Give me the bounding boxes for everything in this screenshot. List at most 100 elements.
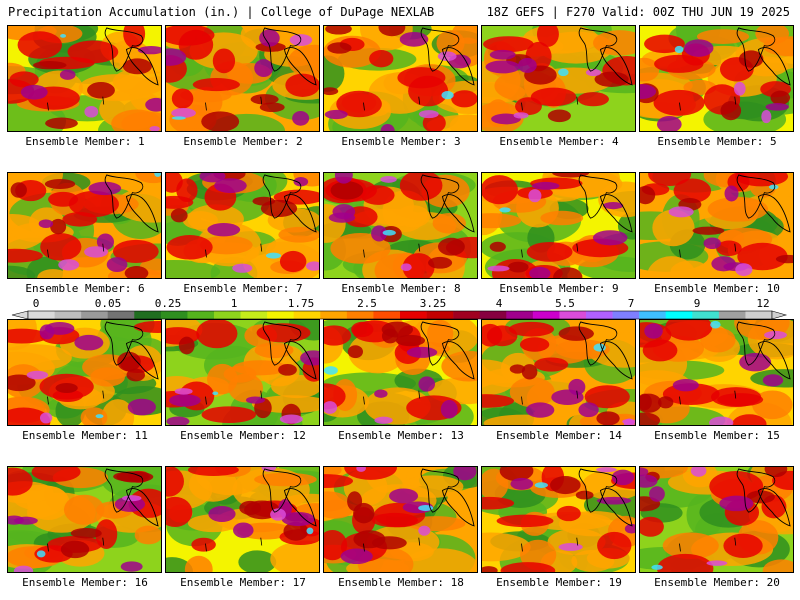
- colorbar-tick-label: 4: [495, 297, 503, 310]
- colorbar-swatch: [479, 311, 507, 319]
- precip-field: [482, 467, 635, 572]
- great-lakes-outline: [420, 27, 475, 86]
- colorbar-swatch: [665, 311, 693, 319]
- precip-field: [8, 26, 161, 131]
- member-label: Ensemble Member: 11: [22, 429, 148, 442]
- colorbar-legend: 0 0.05 0.25 1 1.75 2.5 3.25 4 5.5 7 9 12: [0, 297, 800, 320]
- colorbar-swatch: [187, 311, 215, 319]
- great-lakes-outline: [578, 468, 633, 527]
- colorbar-tick-label: 0: [32, 297, 40, 310]
- colorbar-tick-label: 2.5: [357, 297, 377, 310]
- colorbar-swatch: [373, 311, 401, 319]
- great-lakes-outline: [262, 468, 317, 527]
- member-map-panel: [7, 466, 162, 573]
- colorbar-swatch: [532, 311, 560, 319]
- precip-field: [324, 467, 477, 572]
- great-lakes-outline: [736, 27, 791, 86]
- member-map-panel: [165, 172, 320, 279]
- precip-field: [482, 320, 635, 425]
- member-label: Ensemble Member: 16: [22, 576, 148, 589]
- member-label: Ensemble Member: 8: [341, 282, 461, 295]
- colorbar-tick-label: 1.75: [287, 297, 315, 310]
- precip-field: [640, 26, 793, 131]
- colorbar-tick-label: 7: [627, 297, 635, 310]
- colorbar-tick-label: 5.5: [555, 297, 575, 310]
- member-map-panel: [639, 319, 794, 426]
- precip-field: [166, 173, 319, 278]
- colorbar-swatch: [160, 311, 188, 319]
- precip-field: [8, 173, 161, 278]
- precip-field: [640, 320, 793, 425]
- precip-field: [166, 467, 319, 572]
- colorbar-swatch: [453, 311, 481, 319]
- member-map-panel: [481, 319, 636, 426]
- precip-field: [324, 173, 477, 278]
- colorbar-arrow-right: [771, 310, 788, 320]
- colorbar-swatch: [28, 311, 55, 319]
- great-lakes-outline: [104, 468, 159, 527]
- member-map-panel: [7, 172, 162, 279]
- great-lakes-outline: [420, 468, 475, 527]
- member-map-panel: [639, 25, 794, 132]
- great-lakes-outline: [578, 321, 633, 380]
- colorbar-swatch: [718, 311, 746, 319]
- colorbar-swatch: [320, 311, 348, 319]
- great-lakes-outline: [578, 27, 633, 86]
- great-lakes-outline: [578, 174, 633, 233]
- member-label: Ensemble Member: 13: [338, 429, 464, 442]
- colorbar-swatch: [134, 311, 162, 319]
- member-label: Ensemble Member: 19: [496, 576, 622, 589]
- colorbar-swatch: [639, 311, 667, 319]
- member-label: Ensemble Member: 12: [180, 429, 306, 442]
- colorbar-tick-label: 9: [693, 297, 701, 310]
- member-label: Ensemble Member: 10: [654, 282, 780, 295]
- great-lakes-outline: [736, 468, 791, 527]
- member-label: Ensemble Member: 7: [183, 282, 303, 295]
- great-lakes-outline: [262, 27, 317, 86]
- colorbar-swatch: [426, 311, 454, 319]
- colorbar-swatch: [506, 311, 534, 319]
- great-lakes-outline: [262, 174, 317, 233]
- precip-field: [166, 320, 319, 425]
- member-label: Ensemble Member: 6: [25, 282, 145, 295]
- precip-field: [640, 173, 793, 278]
- member-map-panel: [165, 466, 320, 573]
- member-label: Ensemble Member: 5: [657, 135, 777, 148]
- colorbar-swatch: [612, 311, 640, 319]
- colorbar-swatch: [400, 311, 427, 319]
- colorbar-scale: [11, 310, 788, 320]
- colorbar-swatch: [214, 311, 241, 319]
- colorbar-swatch: [54, 311, 82, 319]
- great-lakes-outline: [104, 27, 159, 86]
- member-map-panel: [7, 319, 162, 426]
- member-label: Ensemble Member: 18: [338, 576, 464, 589]
- colorbar-swatch: [107, 311, 135, 319]
- precip-field: [324, 320, 477, 425]
- member-map-panel: [323, 172, 478, 279]
- member-map-panel: [639, 172, 794, 279]
- colorbar-swatch: [586, 311, 613, 319]
- member-map-panel: [481, 25, 636, 132]
- member-label: Ensemble Member: 14: [496, 429, 622, 442]
- colorbar-tick-label: 12: [756, 297, 770, 310]
- member-map-panel: [323, 25, 478, 132]
- member-label: Ensemble Member: 1: [25, 135, 145, 148]
- colorbar-swatch: [267, 311, 295, 319]
- run-valid-time: 18Z GEFS | F270 Valid: 00Z THU JUN 19 20…: [486, 5, 790, 19]
- colorbar-swatch: [346, 311, 374, 319]
- great-lakes-outline: [736, 321, 791, 380]
- map-title: Precipitation Accumulation (in.) | Colle…: [8, 5, 435, 19]
- precip-field: [482, 26, 635, 131]
- great-lakes-outline: [420, 321, 475, 380]
- member-label: Ensemble Member: 2: [183, 135, 303, 148]
- great-lakes-outline: [736, 174, 791, 233]
- colorbar-arrow-left: [11, 310, 29, 320]
- colorbar-swatch: [745, 311, 773, 319]
- member-map-panel: [481, 172, 636, 279]
- precip-field: [166, 26, 319, 131]
- header: Precipitation Accumulation (in.) | Colle…: [0, 0, 800, 22]
- member-label: Ensemble Member: 20: [654, 576, 780, 589]
- member-map-panel: [165, 319, 320, 426]
- great-lakes-outline: [262, 321, 317, 380]
- member-map-panel: [165, 25, 320, 132]
